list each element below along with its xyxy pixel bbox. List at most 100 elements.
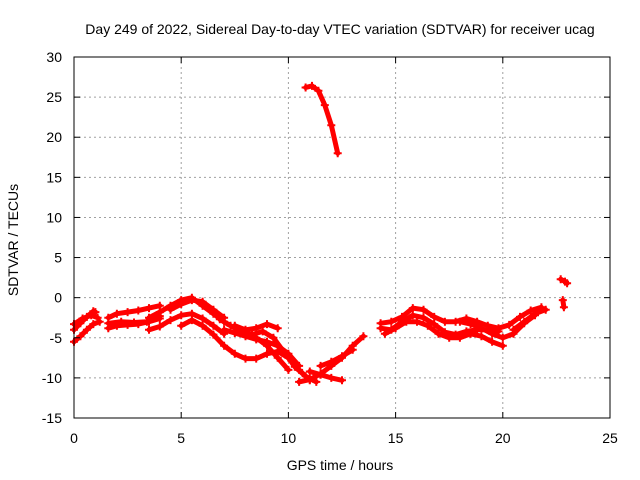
- y-tick-label: -15: [42, 410, 62, 426]
- data-point: [348, 345, 357, 354]
- data-point: [252, 333, 261, 342]
- data-point: [440, 317, 449, 326]
- data-point: [284, 365, 293, 374]
- series-band: [71, 312, 101, 327]
- data-point: [273, 341, 282, 350]
- data-point: [312, 377, 321, 386]
- series-track-23: [509, 305, 550, 334]
- data-point: [558, 296, 567, 305]
- data-point: [380, 329, 389, 338]
- series-track-6: [104, 312, 164, 328]
- data-point: [526, 306, 535, 315]
- data-point: [78, 314, 87, 323]
- data-point: [241, 354, 250, 363]
- y-tick-label: 10: [46, 209, 62, 225]
- data-points: [70, 81, 572, 386]
- data-point: [301, 83, 310, 92]
- chart-title: Day 249 of 2022, Sidereal Day-to-day VTE…: [85, 21, 594, 37]
- data-point: [430, 320, 439, 329]
- data-point: [273, 353, 282, 362]
- data-point: [488, 337, 497, 346]
- series-track-24: [556, 275, 572, 288]
- series-track-15: [301, 81, 342, 158]
- data-point: [308, 81, 316, 90]
- data-point: [338, 352, 346, 361]
- data-point: [327, 121, 336, 130]
- data-point: [273, 324, 282, 333]
- data-point: [198, 321, 207, 330]
- data-point: [104, 319, 113, 328]
- data-point: [123, 308, 132, 317]
- data-point: [563, 279, 572, 288]
- x-tick-label: 15: [388, 430, 404, 446]
- data-point: [155, 308, 164, 317]
- data-point: [263, 349, 271, 358]
- data-point: [209, 321, 218, 330]
- series-track-18: [316, 345, 357, 370]
- data-point: [82, 325, 91, 334]
- data-point: [316, 370, 325, 379]
- y-tick-label: 20: [46, 129, 62, 145]
- data-point: [402, 317, 411, 326]
- x-tick-label: 5: [177, 430, 185, 446]
- data-point: [413, 317, 421, 326]
- data-point: [112, 309, 121, 318]
- data-point: [295, 377, 304, 386]
- data-point: [284, 349, 293, 358]
- data-point: [177, 300, 186, 309]
- series-track-13: [230, 320, 282, 334]
- data-point: [477, 332, 486, 341]
- data-point: [145, 325, 153, 334]
- data-point: [466, 320, 475, 329]
- data-point: [488, 329, 497, 338]
- data-point: [314, 86, 323, 95]
- data-point: [166, 316, 175, 325]
- x-tick-label: 0: [70, 430, 78, 446]
- data-point: [359, 332, 368, 341]
- data-point: [559, 303, 568, 312]
- data-point: [531, 309, 539, 318]
- y-axis-label: SDTVAR / TECUs: [5, 184, 21, 296]
- data-point: [209, 330, 218, 339]
- data-point: [269, 333, 278, 342]
- data-point: [408, 311, 417, 320]
- data-point: [391, 324, 400, 333]
- data-point: [423, 321, 432, 330]
- tick-marks: [73, 56, 611, 419]
- y-tick-label: 25: [46, 89, 62, 105]
- data-point: [327, 357, 336, 366]
- series-track-8: [145, 309, 229, 338]
- data-point: [498, 341, 507, 350]
- data-point: [541, 305, 550, 314]
- data-point: [198, 314, 207, 323]
- data-point: [166, 305, 175, 314]
- series-band: [146, 311, 227, 337]
- data-point: [220, 341, 229, 350]
- series-band: [307, 369, 345, 383]
- data-point: [241, 325, 250, 334]
- data-point: [477, 324, 486, 333]
- x-axis-label: GPS time / hours: [287, 457, 394, 473]
- data-point: [408, 304, 417, 313]
- data-point: [187, 316, 196, 325]
- data-point: [305, 367, 314, 376]
- series-track-25: [558, 296, 568, 312]
- data-point: [419, 305, 428, 314]
- data-point: [556, 275, 565, 284]
- data-point: [445, 333, 454, 342]
- data-point: [155, 322, 164, 331]
- data-point: [455, 317, 464, 326]
- series-band: [318, 347, 356, 369]
- data-point: [387, 317, 396, 326]
- data-point: [333, 149, 342, 158]
- data-point: [215, 315, 224, 324]
- data-point: [258, 327, 267, 336]
- data-point: [187, 296, 196, 305]
- data-point: [209, 305, 218, 314]
- plot-frame: [73, 56, 611, 419]
- data-point: [434, 329, 443, 338]
- data-point: [145, 313, 153, 322]
- data-point: [89, 320, 98, 329]
- data-point: [509, 325, 518, 334]
